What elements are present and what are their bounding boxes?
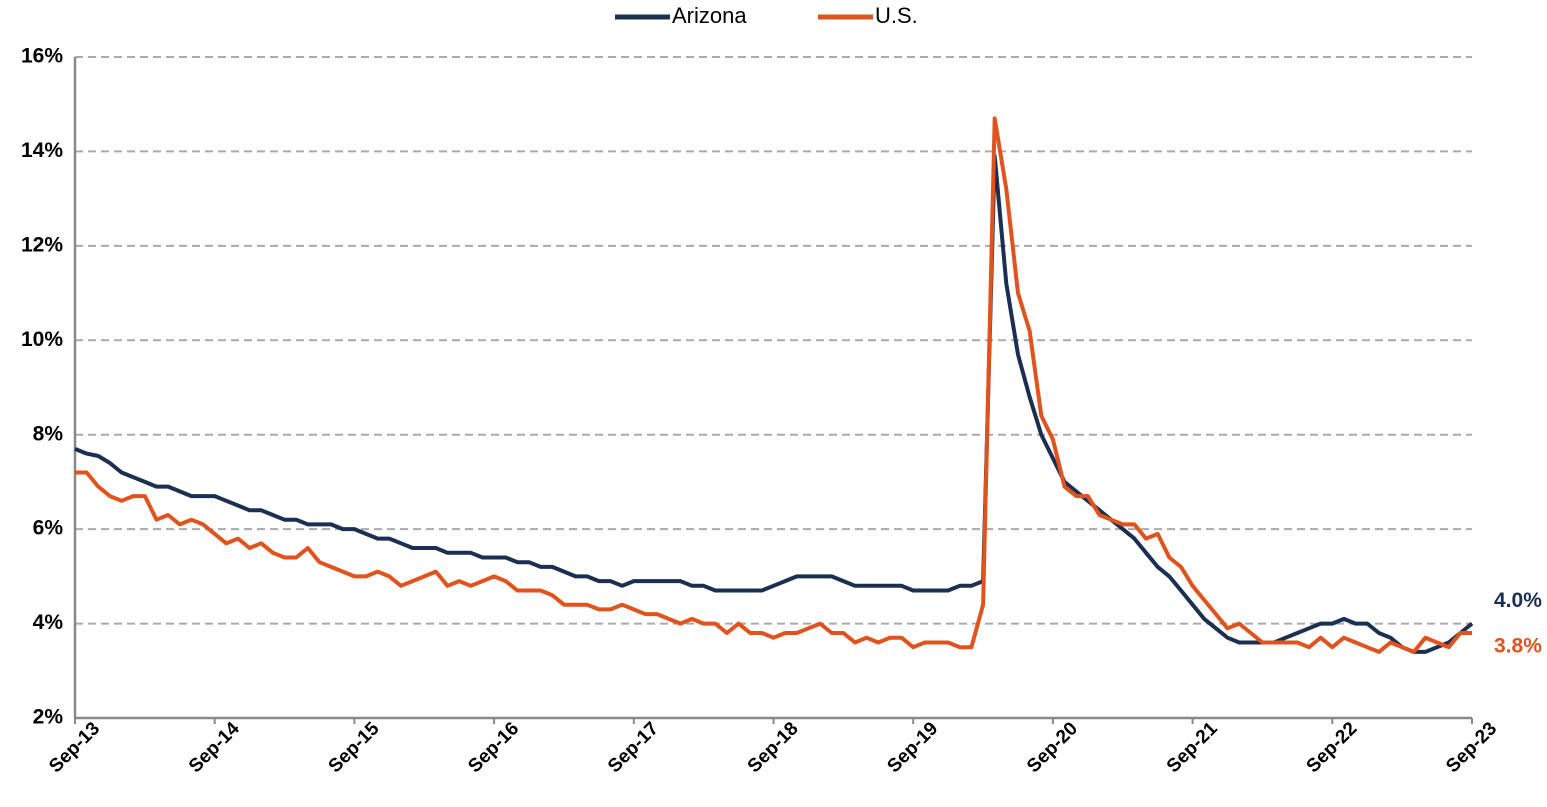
x-tick-label: Sep-23 (1442, 718, 1501, 777)
legend-label: Arizona (672, 3, 747, 28)
y-tick-label: 4% (33, 611, 64, 634)
x-tick-label: Sep-17 (604, 718, 663, 777)
x-tick-label: Sep-20 (1023, 718, 1082, 777)
series-line (75, 116, 1472, 654)
x-tick-label: Sep-19 (883, 718, 942, 777)
legend-label: U.S. (875, 3, 918, 28)
x-tick-label: Sep-16 (464, 718, 523, 777)
x-tick-label: Sep-18 (744, 718, 803, 777)
x-tick-label: Sep-21 (1163, 718, 1222, 777)
y-tick-label: 14% (21, 139, 63, 162)
end-label: 3.8% (1494, 635, 1542, 658)
y-tick-label: 6% (33, 517, 64, 540)
series-line (74, 154, 1474, 654)
y-tick-label: 16% (21, 45, 63, 68)
x-tick-label: Sep-22 (1303, 718, 1362, 777)
y-tick-label: 10% (21, 328, 63, 351)
y-tick-label: 8% (33, 422, 64, 445)
x-tick-label: Sep-14 (185, 718, 244, 777)
end-label: 4.0% (1494, 589, 1542, 612)
y-tick-label: 12% (21, 233, 63, 256)
y-tick-label: 2% (33, 706, 64, 729)
x-tick-label: Sep-15 (325, 718, 384, 777)
